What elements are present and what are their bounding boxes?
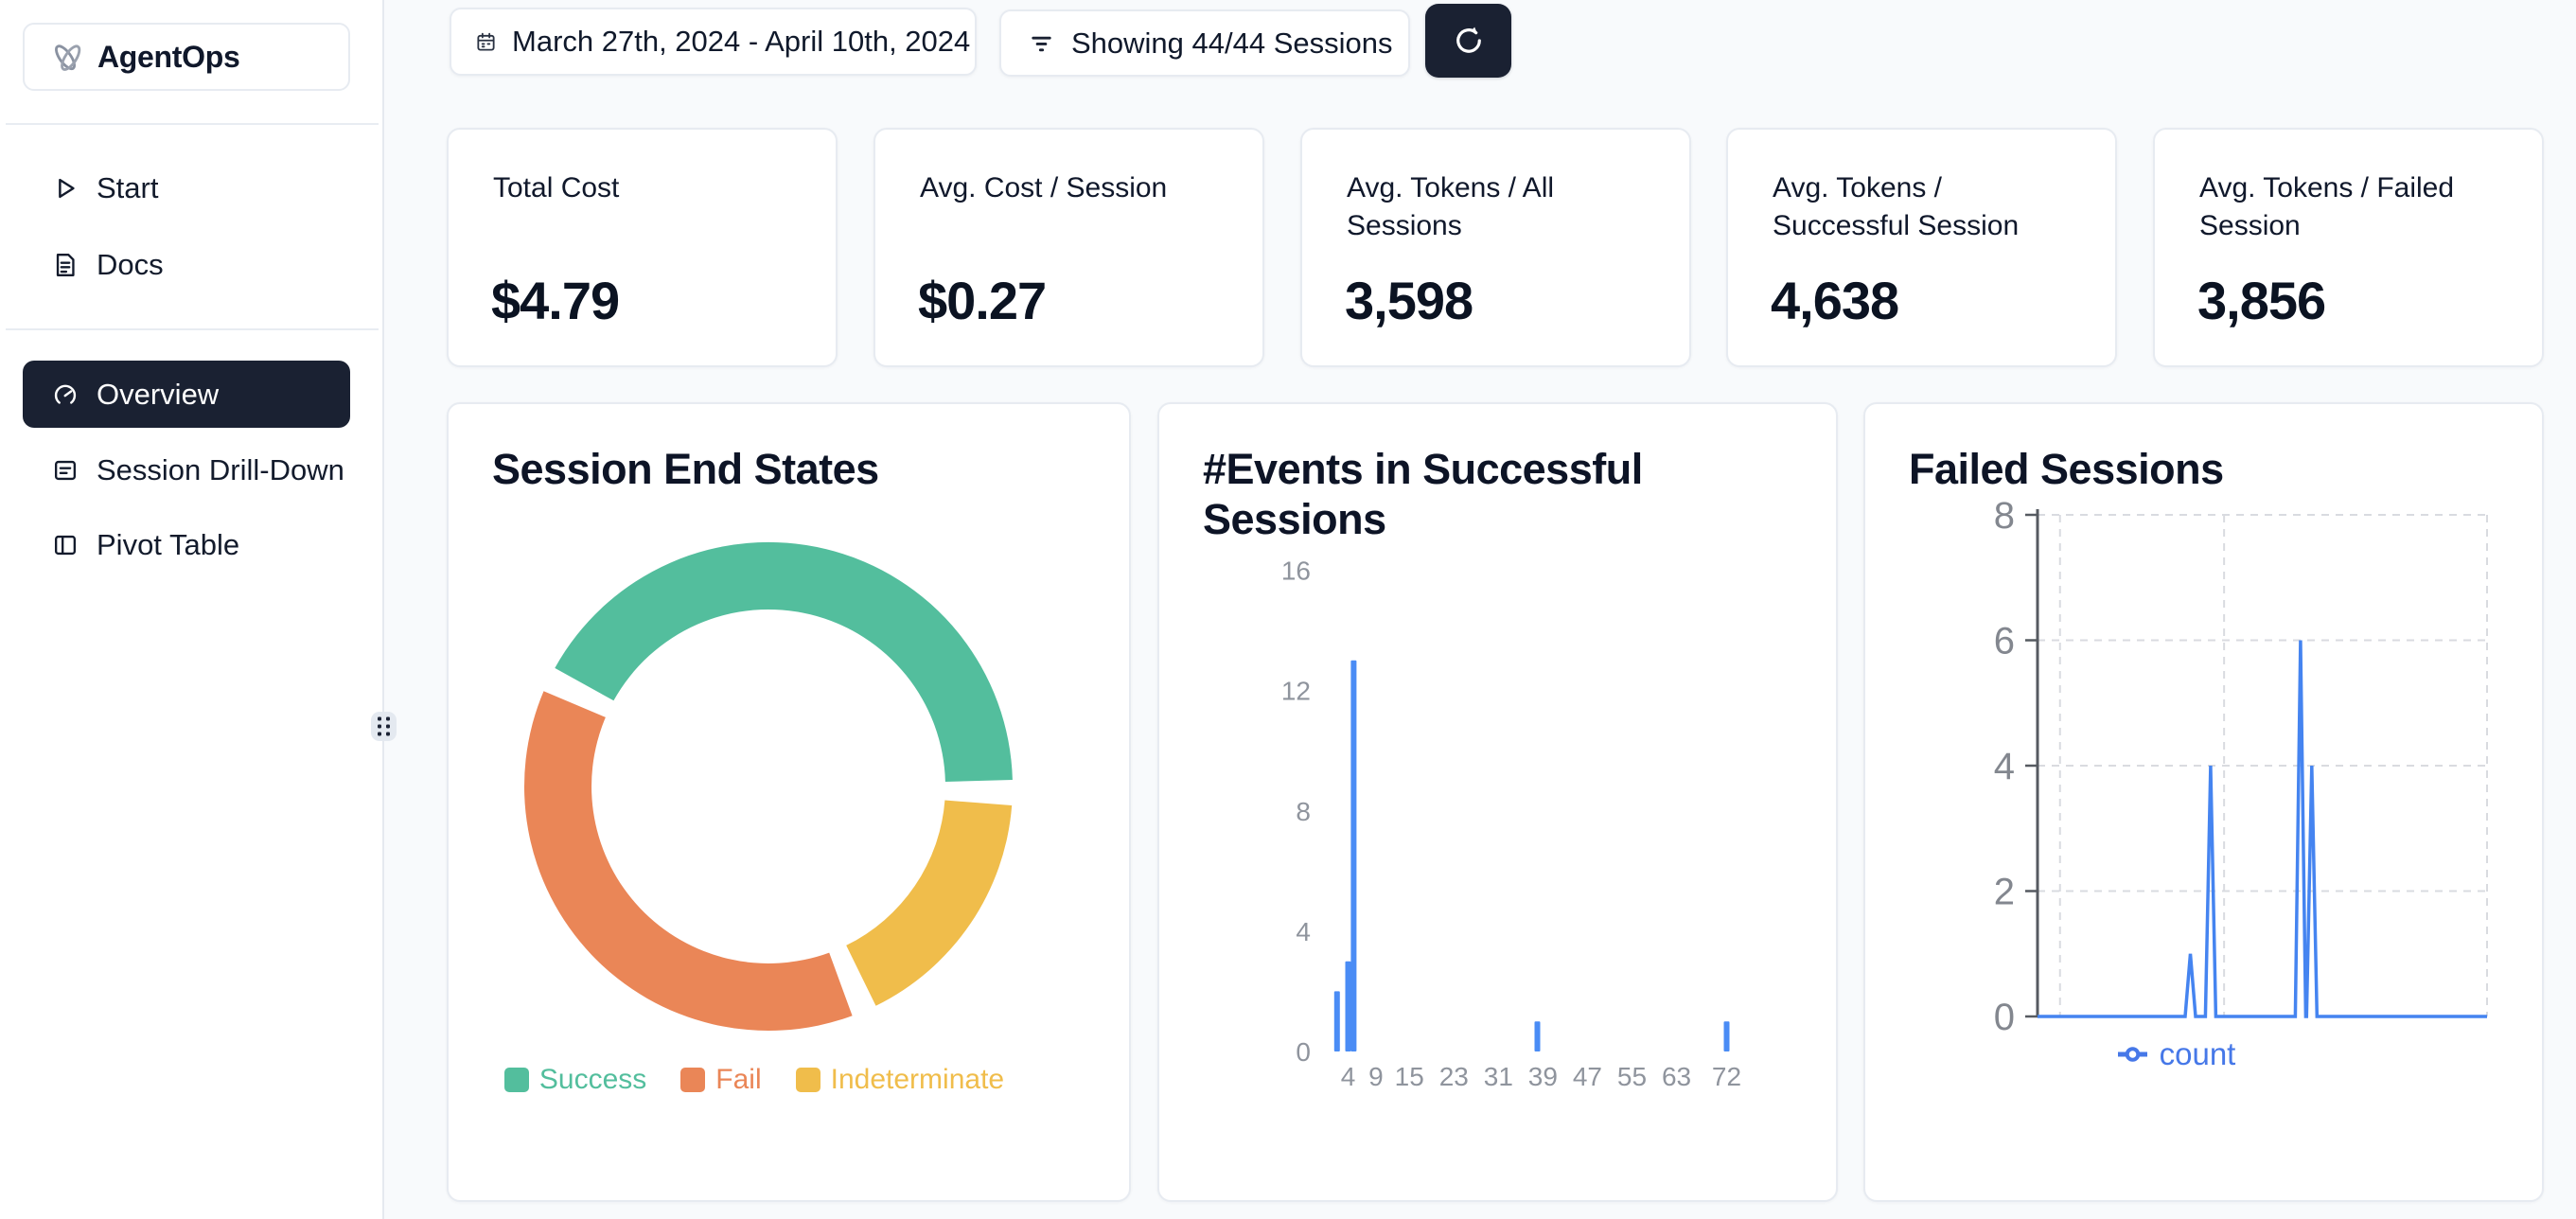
y-tick-label: 0	[1296, 1037, 1311, 1067]
legend-label: Indeterminate	[830, 1064, 1005, 1095]
failed-sessions-card: Failed Sessions 0 2 4 6 8 count	[1863, 402, 2544, 1202]
sidebar-divider	[6, 123, 379, 125]
sidebar-item-label: Overview	[97, 377, 220, 411]
stat-value: $4.79	[491, 271, 620, 330]
chart-title-events-in-successful-sessions: #Events in Successful Sessions	[1203, 445, 1643, 543]
filter-icon	[1027, 28, 1056, 58]
bar-x4[interactable]	[1345, 961, 1351, 1051]
x-tick-label: 39	[1528, 1062, 1558, 1091]
drag-dots-icon	[378, 716, 390, 736]
stat-card-avg-tokens-all-sessions: Avg. Tokens / All Sessions 3,598	[1300, 128, 1691, 367]
app-name: AgentOps	[97, 39, 240, 74]
stat-value: 4,638	[1771, 271, 1899, 330]
legend-swatch	[503, 1068, 529, 1092]
sidebar-item-session-drill-down[interactable]: Session Drill-Down	[23, 436, 350, 504]
stat-card-avg-tokens-failed-session: Avg. Tokens / Failed Session 3,856	[2153, 128, 2544, 367]
sessions-filter-label: Showing 44/44 Sessions	[1071, 26, 1393, 60]
sidebar-item-pivot-table[interactable]: Pivot Table	[23, 511, 350, 579]
sessions-filter-button[interactable]: Showing 44/44 Sessions	[999, 9, 1410, 77]
sidebar-item-label: Pivot Table	[97, 528, 240, 561]
sidebar-item-start[interactable]: Start	[23, 154, 350, 222]
session-end-states-legend: Success Fail Indeterminate	[485, 1061, 1024, 1099]
sidebar-item-label: Docs	[97, 248, 164, 281]
legend-item-fail[interactable]: Fail	[680, 1064, 762, 1096]
sidebar-item-docs[interactable]: Docs	[23, 231, 350, 299]
x-tick-label: 23	[1439, 1062, 1469, 1091]
stat-value: $0.27	[918, 271, 1047, 330]
x-tick-label: 4	[1341, 1062, 1356, 1091]
y-tick-label: 2	[1994, 872, 2015, 913]
bar-x72[interactable]	[1723, 1021, 1730, 1051]
sidebar-item-overview[interactable]: Overview	[23, 361, 350, 428]
y-tick-label: 12	[1281, 677, 1311, 706]
docs-icon	[56, 254, 75, 276]
stat-card-avg-tokens-successful-session: Avg. Tokens / Successful Session 4,638	[1726, 128, 2117, 367]
legend-label: Fail	[715, 1064, 762, 1095]
chart-title-failed-sessions: Failed Sessions	[1909, 445, 2224, 493]
pie-slice-success[interactable]	[555, 541, 1013, 782]
calendar-icon	[475, 31, 497, 53]
y-tick-label: 8	[1994, 495, 2015, 537]
session-end-states-card: Session End States Success Fail Indetermin…	[447, 402, 1131, 1202]
stat-label: Avg. Tokens / All Sessions	[1347, 172, 1555, 241]
bar-x5[interactable]	[1350, 660, 1357, 1051]
gauge-icon	[54, 384, 77, 404]
pie-slice-fail[interactable]	[523, 691, 853, 1031]
legend-label: Success	[538, 1064, 647, 1095]
sidebar-divider	[6, 328, 379, 330]
x-tick-label: 55	[1617, 1062, 1647, 1091]
x-tick-label: 15	[1395, 1062, 1424, 1091]
stat-label: Avg. Cost / Session	[920, 172, 1168, 203]
stat-value: 3,598	[1345, 271, 1473, 330]
sidebar-item-label: Start	[97, 171, 159, 204]
y-tick-label: 6	[1994, 621, 2015, 662]
events-histogram-card: #Events in Successful Sessions 0 4 8 12 16 4 9…	[1157, 402, 1838, 1202]
stat-card-total-cost: Total Cost $4.79	[447, 128, 838, 367]
y-tick-label: 4	[1994, 746, 2015, 787]
line-series-icon	[2117, 1047, 2147, 1062]
sidebar: AgentOps Start Docs Overview Session Drill-…	[0, 0, 384, 1219]
stat-label: Avg. Tokens / Successful Session	[1773, 172, 2020, 241]
stat-label: Avg. Tokens / Failed Session	[2199, 172, 2455, 241]
app-logo[interactable]: AgentOps	[23, 23, 350, 91]
x-tick-label: 63	[1662, 1062, 1691, 1091]
chart-title-session-end-states: Session End States	[492, 445, 879, 493]
donut-svg	[523, 541, 1013, 1031]
legend-item-indeterminate[interactable]: Indeterminate	[795, 1064, 1005, 1096]
refresh-button[interactable]	[1425, 4, 1511, 78]
date-range-button[interactable]: March 27th, 2024 - April 10th, 2024	[450, 8, 977, 76]
date-range-label: March 27th, 2024 - April 10th, 2024	[512, 25, 971, 58]
sidebar-resize-handle[interactable]	[371, 712, 397, 741]
line-chart-svg: 0 2 4 6 8	[1994, 495, 2488, 1038]
legend-swatch	[680, 1068, 706, 1092]
x-tick-label: 72	[1712, 1062, 1741, 1091]
sidebar-item-label: Session Drill-Down	[97, 453, 344, 486]
agentops-logo-icon	[51, 39, 83, 75]
x-tick-label: 47	[1573, 1062, 1602, 1091]
legend-item-success[interactable]: Success	[503, 1064, 647, 1096]
stat-value: 3,856	[2197, 271, 2326, 330]
x-tick-label: 9	[1368, 1062, 1384, 1091]
pie-slice-indeterminate[interactable]	[846, 800, 1013, 1006]
stat-card-avg-cost-session: Avg. Cost / Session $0.27	[873, 128, 1264, 367]
play-icon	[59, 178, 75, 199]
count-series-line[interactable]	[2038, 640, 2487, 1018]
stat-label: Total Cost	[493, 172, 620, 203]
columns-icon	[54, 535, 77, 556]
y-tick-label: 4	[1296, 917, 1311, 946]
refresh-icon	[1451, 23, 1487, 59]
bar-x2[interactable]	[1333, 991, 1340, 1051]
count-legend-item[interactable]: count	[2039, 1034, 2314, 1074]
y-tick-label: 8	[1296, 797, 1311, 826]
count-legend-label: count	[2159, 1036, 2236, 1071]
bar-x38[interactable]	[1534, 1021, 1541, 1051]
legend-swatch	[795, 1068, 820, 1092]
x-tick-label: 31	[1484, 1062, 1513, 1091]
list-icon	[54, 460, 77, 481]
y-tick-label: 0	[1994, 997, 2015, 1038]
y-tick-label: 16	[1281, 556, 1311, 586]
